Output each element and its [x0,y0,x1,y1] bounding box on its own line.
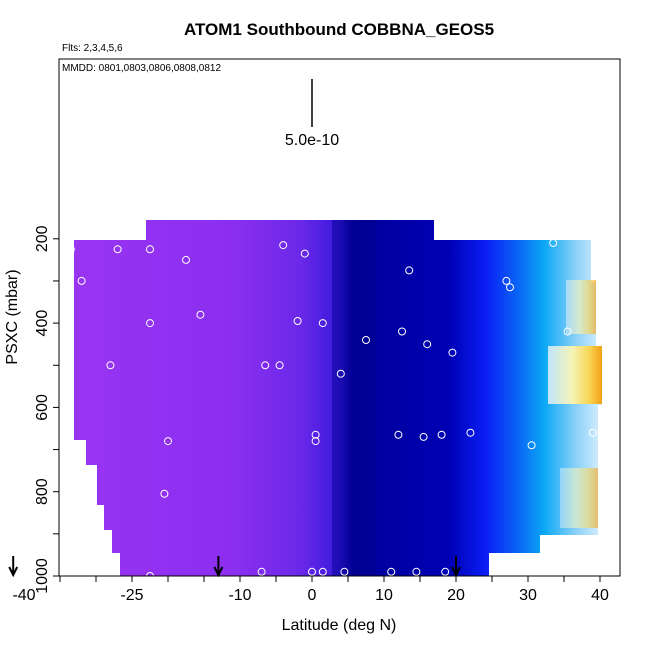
observation-point [610,456,619,465]
observation-point [182,255,190,264]
profile-markers [8,556,461,578]
y-tick-label: 600 [34,394,51,421]
observation-point [261,361,270,370]
observation-point [362,336,370,344]
heatmap-deep-column [332,220,376,576]
y-tick-label: 1000 [34,558,51,594]
observation-point [441,567,450,576]
observation-point [625,290,632,297]
observation-point [160,489,169,498]
x-tick-label: 20 [447,587,465,604]
x-tick-label: -10 [228,587,251,604]
chart-title: ATOM1 Southbound COBBNA_GEOS5 [184,20,494,39]
observation-point [502,276,511,285]
observation-point [146,572,154,576]
observation-point [448,348,457,357]
profile-marker-arrowhead [8,566,19,578]
profile-marker-arrowhead [213,566,224,578]
observation-point [113,245,122,254]
y-tick-label: 400 [34,310,51,337]
observation-point [66,245,75,254]
observation-point [398,327,406,336]
observation-point [164,437,172,446]
observation-point [300,249,309,258]
observation-point [308,567,316,576]
observation-point [549,239,558,247]
observation-point [405,266,414,275]
observation-point [275,361,284,370]
observation-point [279,241,288,250]
observation-point [603,306,612,315]
observation-point [622,573,629,580]
observation-point [10,421,17,428]
observation-point [146,319,154,328]
observation-point [0,235,2,242]
scale-bar-label: 5.0e-10 [285,132,339,149]
dates-note: MMDD: 0801,0803,0806,0808,0812 [62,63,221,74]
observation-point [146,245,154,254]
observation-point [387,567,396,576]
y-tick-label: 200 [34,225,51,252]
observation-point [502,226,511,235]
heatmap-base [74,220,602,576]
heatmap-highlight-band [566,280,596,334]
y-axis: 200 400 600 800 1000 [34,225,60,594]
heatmap-highlight-band [548,346,602,404]
observation-point [578,572,586,576]
x-tick-label: 0 [308,587,317,604]
observation-point [610,251,619,260]
observation-point [419,432,428,441]
observation-point [318,319,327,328]
observation-point [466,428,475,437]
x-tick-label: -40 [12,587,35,604]
heatmap-highlight-band [560,468,598,528]
observation-point [318,567,327,576]
observation-point [6,379,13,386]
observation-point [293,317,302,325]
observation-point [106,361,115,370]
scale-bar: 5.0e-10 [285,79,339,149]
observation-point [412,567,421,576]
y-tick-label: 800 [34,478,51,505]
x-tick-label: 40 [591,587,609,604]
x-axis-label: Latitude (deg N) [282,617,397,634]
x-tick-label: 30 [519,587,537,604]
x-axis: -70-55-40-25-1001020304050607080 [12,575,620,604]
observation-point [527,441,536,450]
observation-point [39,446,46,453]
y-axis-label: PSXC (mbar) [4,269,21,364]
observation-point [196,310,205,319]
observation-point [77,276,86,285]
profile-marker-arrowhead [451,566,461,578]
observation-point [257,567,266,576]
heatmap-field [74,220,602,576]
observation-point [506,283,514,292]
observation-point [394,430,403,439]
observation-point [311,437,320,446]
x-tick-label: -25 [120,587,143,604]
observation-point [311,430,320,439]
observation-point [423,340,432,349]
observation-point [588,428,597,437]
flights-note: Flts: 2,3,4,5,6 [62,43,123,54]
observation-point [340,567,349,576]
observation-point [17,429,24,436]
observation-point [336,369,345,378]
observation-point [563,327,572,336]
x-tick-label: 10 [375,587,393,604]
observation-points [0,226,632,580]
observation-point [437,430,446,439]
